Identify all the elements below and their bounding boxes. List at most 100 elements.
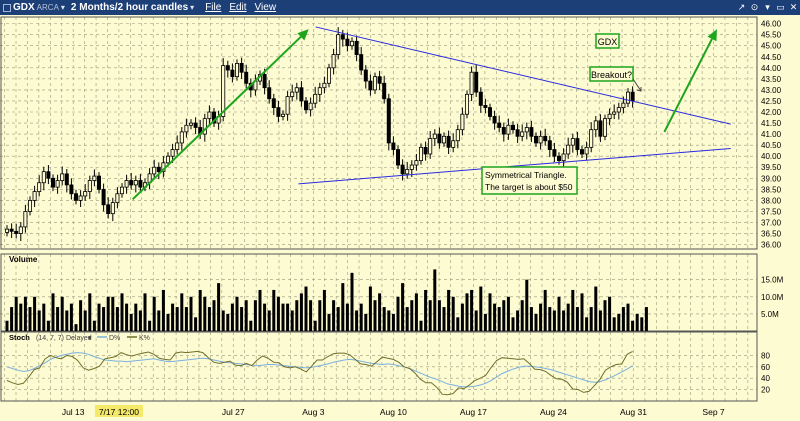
candle [460, 107, 465, 136]
chart-menu-icon[interactable] [3, 3, 11, 12]
candle-body [552, 149, 557, 157]
volume-bar [171, 303, 175, 331]
candle-body [14, 230, 19, 234]
volume-bar [217, 283, 221, 331]
candle [303, 96, 308, 114]
candle-body [492, 116, 497, 124]
candle-body [133, 180, 138, 186]
menu-file[interactable]: File [205, 2, 222, 13]
period-selector[interactable]: 2 Months/2 hour candles ▾ [68, 0, 197, 15]
candle [69, 178, 74, 200]
volume-bar [543, 289, 547, 331]
candle-body [78, 195, 83, 201]
candle-body [386, 98, 391, 144]
volume-bar [341, 283, 345, 331]
volume-bar [368, 286, 372, 331]
annotation-gdx-box [595, 33, 620, 49]
candle-body [97, 175, 102, 190]
volume-bar [401, 283, 405, 331]
stoch-panel-border [0, 331, 758, 402]
candle [230, 63, 235, 83]
candle [280, 110, 285, 121]
candle [87, 175, 92, 200]
volume-bar [548, 307, 552, 331]
volume-bar [621, 307, 625, 331]
volume-bar [184, 307, 188, 331]
candle [455, 124, 460, 149]
x-tick-label: Aug 17 [460, 407, 487, 417]
pin-icon[interactable]: ⊙ [750, 2, 759, 12]
trendlines [298, 26, 731, 185]
annotation-triangle: Symmetrical Triangle. The target is abou… [481, 166, 578, 195]
candle [326, 63, 331, 88]
chevron-down-icon[interactable]: ▾ [190, 3, 195, 12]
candle-body [230, 69, 235, 78]
minimize-button[interactable]: ▾ [765, 2, 770, 12]
annotation-gdx-text: GDX [598, 37, 618, 47]
volume-bar [428, 300, 432, 331]
candle-body [207, 111, 212, 120]
candle [487, 103, 492, 121]
menu-view[interactable]: View [254, 2, 277, 13]
menu-edit[interactable]: Edit [229, 2, 247, 13]
price-tick-label: 37.00 [761, 218, 782, 227]
candle-body [478, 91, 483, 106]
candle [294, 82, 299, 100]
candle-body [483, 104, 488, 108]
chart-area[interactable]: 46.00 45.50 45.00 44.50 44.00 43.50 43.00 42.50… [0, 15, 800, 421]
candle-body [18, 226, 23, 234]
candle-body [580, 149, 585, 155]
volume-bar [148, 320, 152, 331]
price-tick-label: 43.00 [761, 86, 782, 95]
volume-bar [502, 300, 506, 331]
volume-bar [631, 320, 635, 331]
candle-body [441, 135, 446, 144]
volume-bar [120, 293, 124, 331]
candle [211, 108, 216, 128]
volume-bar [97, 303, 101, 331]
stoch-tick-label: 20 [761, 386, 770, 395]
candle-body [211, 111, 216, 124]
share-icon[interactable]: ↗ [737, 2, 746, 12]
volume-bar [23, 296, 27, 331]
candle [115, 187, 120, 209]
volume-bar [364, 313, 368, 331]
candle-body [92, 175, 97, 181]
candle-body [115, 193, 120, 203]
maximize-button[interactable]: ▭ [776, 2, 785, 12]
arrow-head [297, 29, 309, 41]
candle-body [566, 144, 571, 155]
candle [432, 129, 437, 147]
volume-bar [552, 310, 556, 331]
candle-body [349, 40, 354, 47]
candle-body [60, 173, 65, 181]
symbol-selector[interactable]: GDX ARCA ▾ [0, 0, 68, 15]
candle [271, 93, 276, 116]
candle [14, 223, 19, 239]
chevron-down-icon[interactable]: ▾ [60, 3, 65, 12]
candle-body [455, 129, 460, 142]
candle [74, 189, 79, 205]
close-button[interactable]: ✕ [789, 2, 798, 12]
stoch-dropdown-icon[interactable]: ▾ [88, 335, 92, 342]
candle [501, 122, 506, 142]
candle [37, 175, 42, 197]
candle-body [612, 111, 617, 115]
candle [497, 115, 502, 133]
x-tick-label: Aug 31 [620, 407, 647, 417]
candle [506, 118, 511, 140]
price-tick-label: 41.50 [761, 119, 782, 128]
candle [285, 90, 290, 121]
candle [520, 124, 525, 142]
candle [593, 115, 598, 138]
stoch-legend-d: D% [109, 335, 120, 342]
volume-bar [516, 310, 520, 331]
candle-body [405, 169, 410, 175]
volume-bar [203, 296, 207, 331]
candle [534, 132, 539, 147]
candle [515, 123, 520, 143]
candle-body [23, 211, 28, 228]
volume-bar [111, 296, 115, 331]
candle-body [336, 34, 341, 55]
candle [276, 100, 281, 123]
